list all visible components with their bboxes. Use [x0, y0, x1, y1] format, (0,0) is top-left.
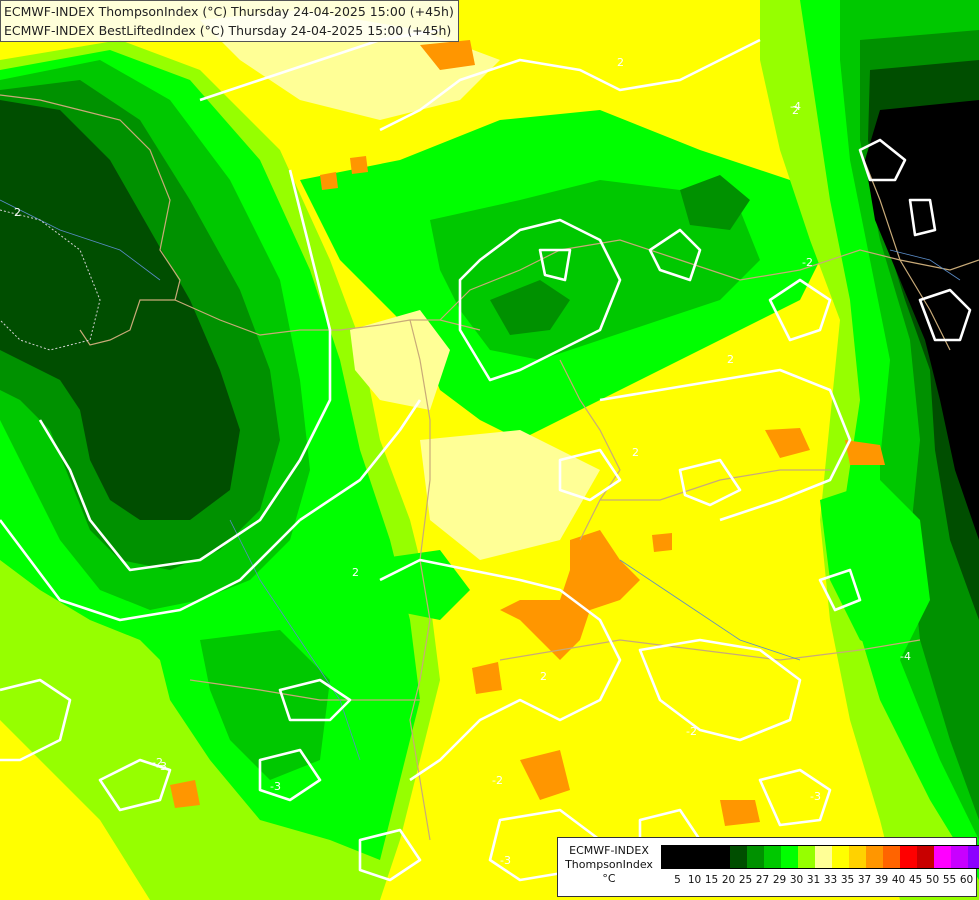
- legend-swatch: [900, 846, 917, 868]
- legend-swatch: [696, 846, 713, 868]
- legend-swatch: [934, 846, 951, 868]
- legend-unit: °C: [602, 872, 616, 885]
- contour-label: -2: [686, 725, 697, 738]
- legend-tick-label: 15: [704, 874, 719, 886]
- contour-label: -4: [790, 100, 801, 113]
- contour-label: 2: [632, 446, 639, 459]
- legend-tick-label: 60: [959, 874, 974, 886]
- legend-tick-label: 29: [772, 874, 787, 886]
- country-borders: [0, 94, 979, 841]
- contour-label: -2: [152, 756, 163, 769]
- contour-label: -3: [270, 780, 281, 793]
- legend-ticks: 5 10 15 20 25 27 29 30 31 33 35 37 39 40 45 50 55 60: [661, 874, 979, 888]
- contour-label: 2: [14, 206, 21, 219]
- field-orange-small-4: [320, 172, 338, 190]
- legend-tick-label: 27: [755, 874, 770, 886]
- title-best-lifted-index: ECMWF-INDEX BestLiftedIndex (°C) Thursda…: [4, 23, 452, 38]
- contour-label: 2: [540, 670, 547, 683]
- field-orange-se: [720, 800, 760, 826]
- legend-swatch: [781, 846, 798, 868]
- map-title-box: ECMWF-INDEX ThompsonIndex (°C) Thursday …: [0, 0, 459, 42]
- field-orange-north: [420, 40, 475, 70]
- legend-tick-label: 25: [738, 874, 753, 886]
- legend-swatch: [679, 846, 696, 868]
- legend-swatch: [747, 846, 764, 868]
- contour-label: -3: [156, 760, 167, 773]
- contour-label: -2: [802, 256, 813, 269]
- title-thompson-index: ECMWF-INDEX ThompsonIndex (°C) Thursday …: [4, 4, 454, 19]
- field-green-southeast: [820, 480, 930, 660]
- field-orange-small-3: [652, 533, 672, 552]
- color-legend: ECMWF-INDEX ThompsonIndex °C 5 10 15 20 25 27…: [557, 837, 979, 897]
- field-orange-east: [765, 428, 810, 458]
- field-orange-east2: [845, 440, 885, 465]
- legend-swatch: [832, 846, 849, 868]
- legend-model: ECMWF-INDEX: [569, 844, 649, 857]
- legend-swatch: [917, 846, 934, 868]
- contour-label: -2: [492, 774, 503, 787]
- legend-tick-label: 39: [874, 874, 889, 886]
- legend-tick-label: 35: [840, 874, 855, 886]
- contour-labels: 2 2 2 2 2 2 2 -2 -2 -2 -2 -3 -3 -3 -3 -4…: [14, 56, 911, 867]
- legend-swatch: [798, 846, 815, 868]
- legend-swatch: [662, 846, 679, 868]
- field-dark-green-ne-patch: [680, 175, 750, 230]
- legend-tick-label: 40: [891, 874, 906, 886]
- field-orange-small-1: [350, 156, 368, 174]
- legend-tick-label: 45: [908, 874, 923, 886]
- field-pale-yellow-center: [350, 310, 450, 410]
- field-black-east: [865, 100, 979, 540]
- contour-label: 2: [617, 56, 624, 69]
- field-orange-small-2: [472, 662, 502, 694]
- field-dark-green-central: [490, 280, 570, 335]
- rivers: [0, 199, 961, 761]
- legend-swatch: [968, 846, 979, 868]
- legend-tick-label: 10: [687, 874, 702, 886]
- field-mid-green-southwest: [200, 630, 330, 780]
- legend-swatch: [713, 846, 730, 868]
- legend-swatch: [764, 846, 781, 868]
- contour-label: 2: [352, 566, 359, 579]
- legend-swatch: [849, 846, 866, 868]
- legend-tick-label: 33: [823, 874, 838, 886]
- contour-label: -3: [810, 790, 821, 803]
- field-green-mid-south: [370, 550, 470, 620]
- contour-label: 2: [792, 104, 799, 117]
- legend-swatch: [883, 846, 900, 868]
- legend-swatches: [661, 845, 979, 869]
- legend-swatch: [730, 846, 747, 868]
- legend-label: ECMWF-INDEX ThompsonIndex °C: [560, 844, 658, 886]
- lifted-index-contours: [0, 28, 972, 882]
- legend-swatch: [951, 846, 968, 868]
- legend-swatch: [866, 846, 883, 868]
- field-pale-yellow-south: [420, 430, 600, 560]
- legend-tick-label: 5: [674, 874, 681, 886]
- contour-label: 2: [727, 353, 734, 366]
- field-deep-green-west: [0, 100, 240, 520]
- legend-tick-label: 37: [857, 874, 872, 886]
- legend-tick-label: 20: [721, 874, 736, 886]
- legend-parameter: ThompsonIndex: [565, 858, 653, 871]
- legend-tick-label: 31: [806, 874, 821, 886]
- legend-tick-label: 55: [942, 874, 957, 886]
- contour-label: -4: [900, 650, 911, 663]
- field-orange-center: [500, 530, 640, 660]
- legend-tick-label: 50: [925, 874, 940, 886]
- field-orange-south: [520, 750, 570, 800]
- contour-label: -3: [500, 854, 511, 867]
- legend-tick-label: 30: [789, 874, 804, 886]
- legend-swatch: [815, 846, 832, 868]
- field-orange-sw: [170, 780, 200, 808]
- thompson-contours: [0, 209, 101, 351]
